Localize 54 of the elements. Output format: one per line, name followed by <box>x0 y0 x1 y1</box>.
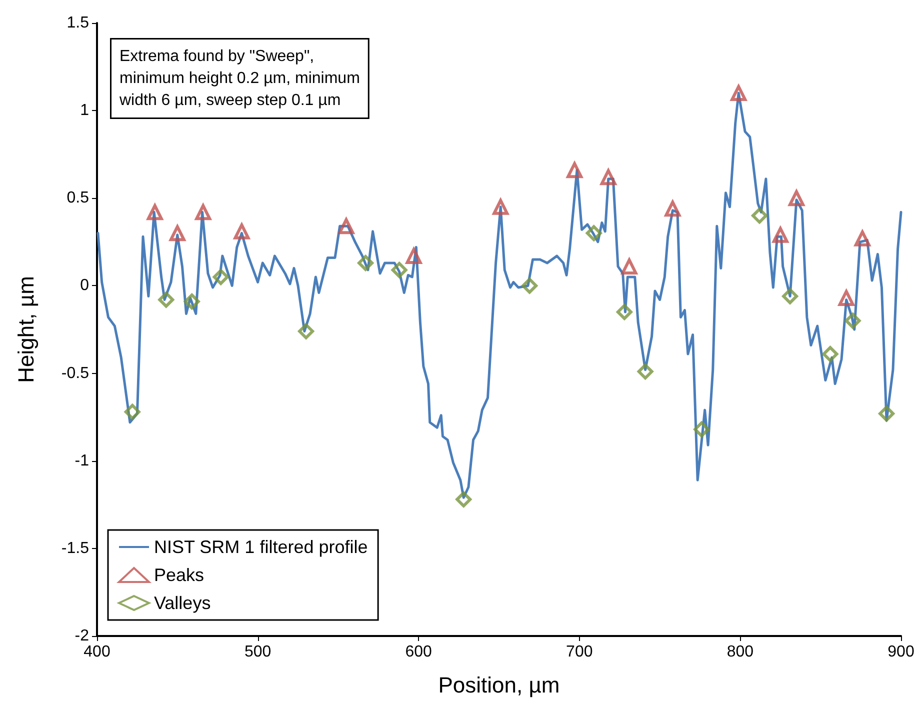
point <box>212 268 229 285</box>
y-tick-label: 0.5 <box>66 190 90 207</box>
x-tick-label: 700 <box>566 644 593 660</box>
point <box>730 85 747 102</box>
point <box>406 248 422 264</box>
x-axis-title: Position, µm <box>438 672 560 698</box>
legend-label: Peaks <box>154 565 204 585</box>
point <box>358 254 374 271</box>
y-tick-label: -1.5 <box>61 540 90 557</box>
point <box>838 290 854 306</box>
point <box>169 225 186 242</box>
point <box>184 293 200 310</box>
point <box>456 491 472 508</box>
point <box>158 292 174 308</box>
point <box>234 223 250 240</box>
point <box>586 225 602 242</box>
x-tick-label: 500 <box>244 644 272 660</box>
point <box>844 312 861 329</box>
point <box>195 204 212 220</box>
x-tick-label: 800 <box>726 644 754 660</box>
y-tick-label: -2 <box>74 628 90 644</box>
point <box>522 278 538 294</box>
y-tick-label: 1 <box>80 102 90 120</box>
point <box>782 288 798 304</box>
point <box>146 204 163 220</box>
point <box>621 258 638 274</box>
x-tick-label: 400 <box>84 644 110 660</box>
point <box>788 190 804 206</box>
point <box>751 208 768 224</box>
point <box>616 304 632 320</box>
point <box>338 218 354 234</box>
legend-label: NIST SRM 1 filtered profile <box>154 537 368 557</box>
point <box>854 230 870 246</box>
legend-label: Valleys <box>154 593 211 613</box>
x-tick-label: 900 <box>888 644 914 660</box>
y-tick-label: 1.5 <box>66 14 90 32</box>
point <box>637 364 654 380</box>
y-axis-title: Height, µm <box>14 276 38 383</box>
point <box>878 406 895 422</box>
point <box>822 346 838 362</box>
y-tick-label: -1 <box>74 452 90 470</box>
point <box>298 323 314 340</box>
point <box>566 162 583 178</box>
point <box>772 226 788 243</box>
point <box>600 169 616 186</box>
y-tick-label: 0 <box>80 277 90 294</box>
x-tick-label: 600 <box>405 644 432 660</box>
y-tick-label: -0.5 <box>61 364 90 382</box>
point <box>492 198 509 215</box>
point <box>664 200 681 217</box>
annotation: Extrema found by "Sweep", minimum height 0.2 µm, minimum width 6 µm, sweep step 0.1 µm <box>118 48 360 109</box>
point <box>694 421 710 438</box>
point <box>391 262 408 278</box>
point <box>124 404 140 420</box>
